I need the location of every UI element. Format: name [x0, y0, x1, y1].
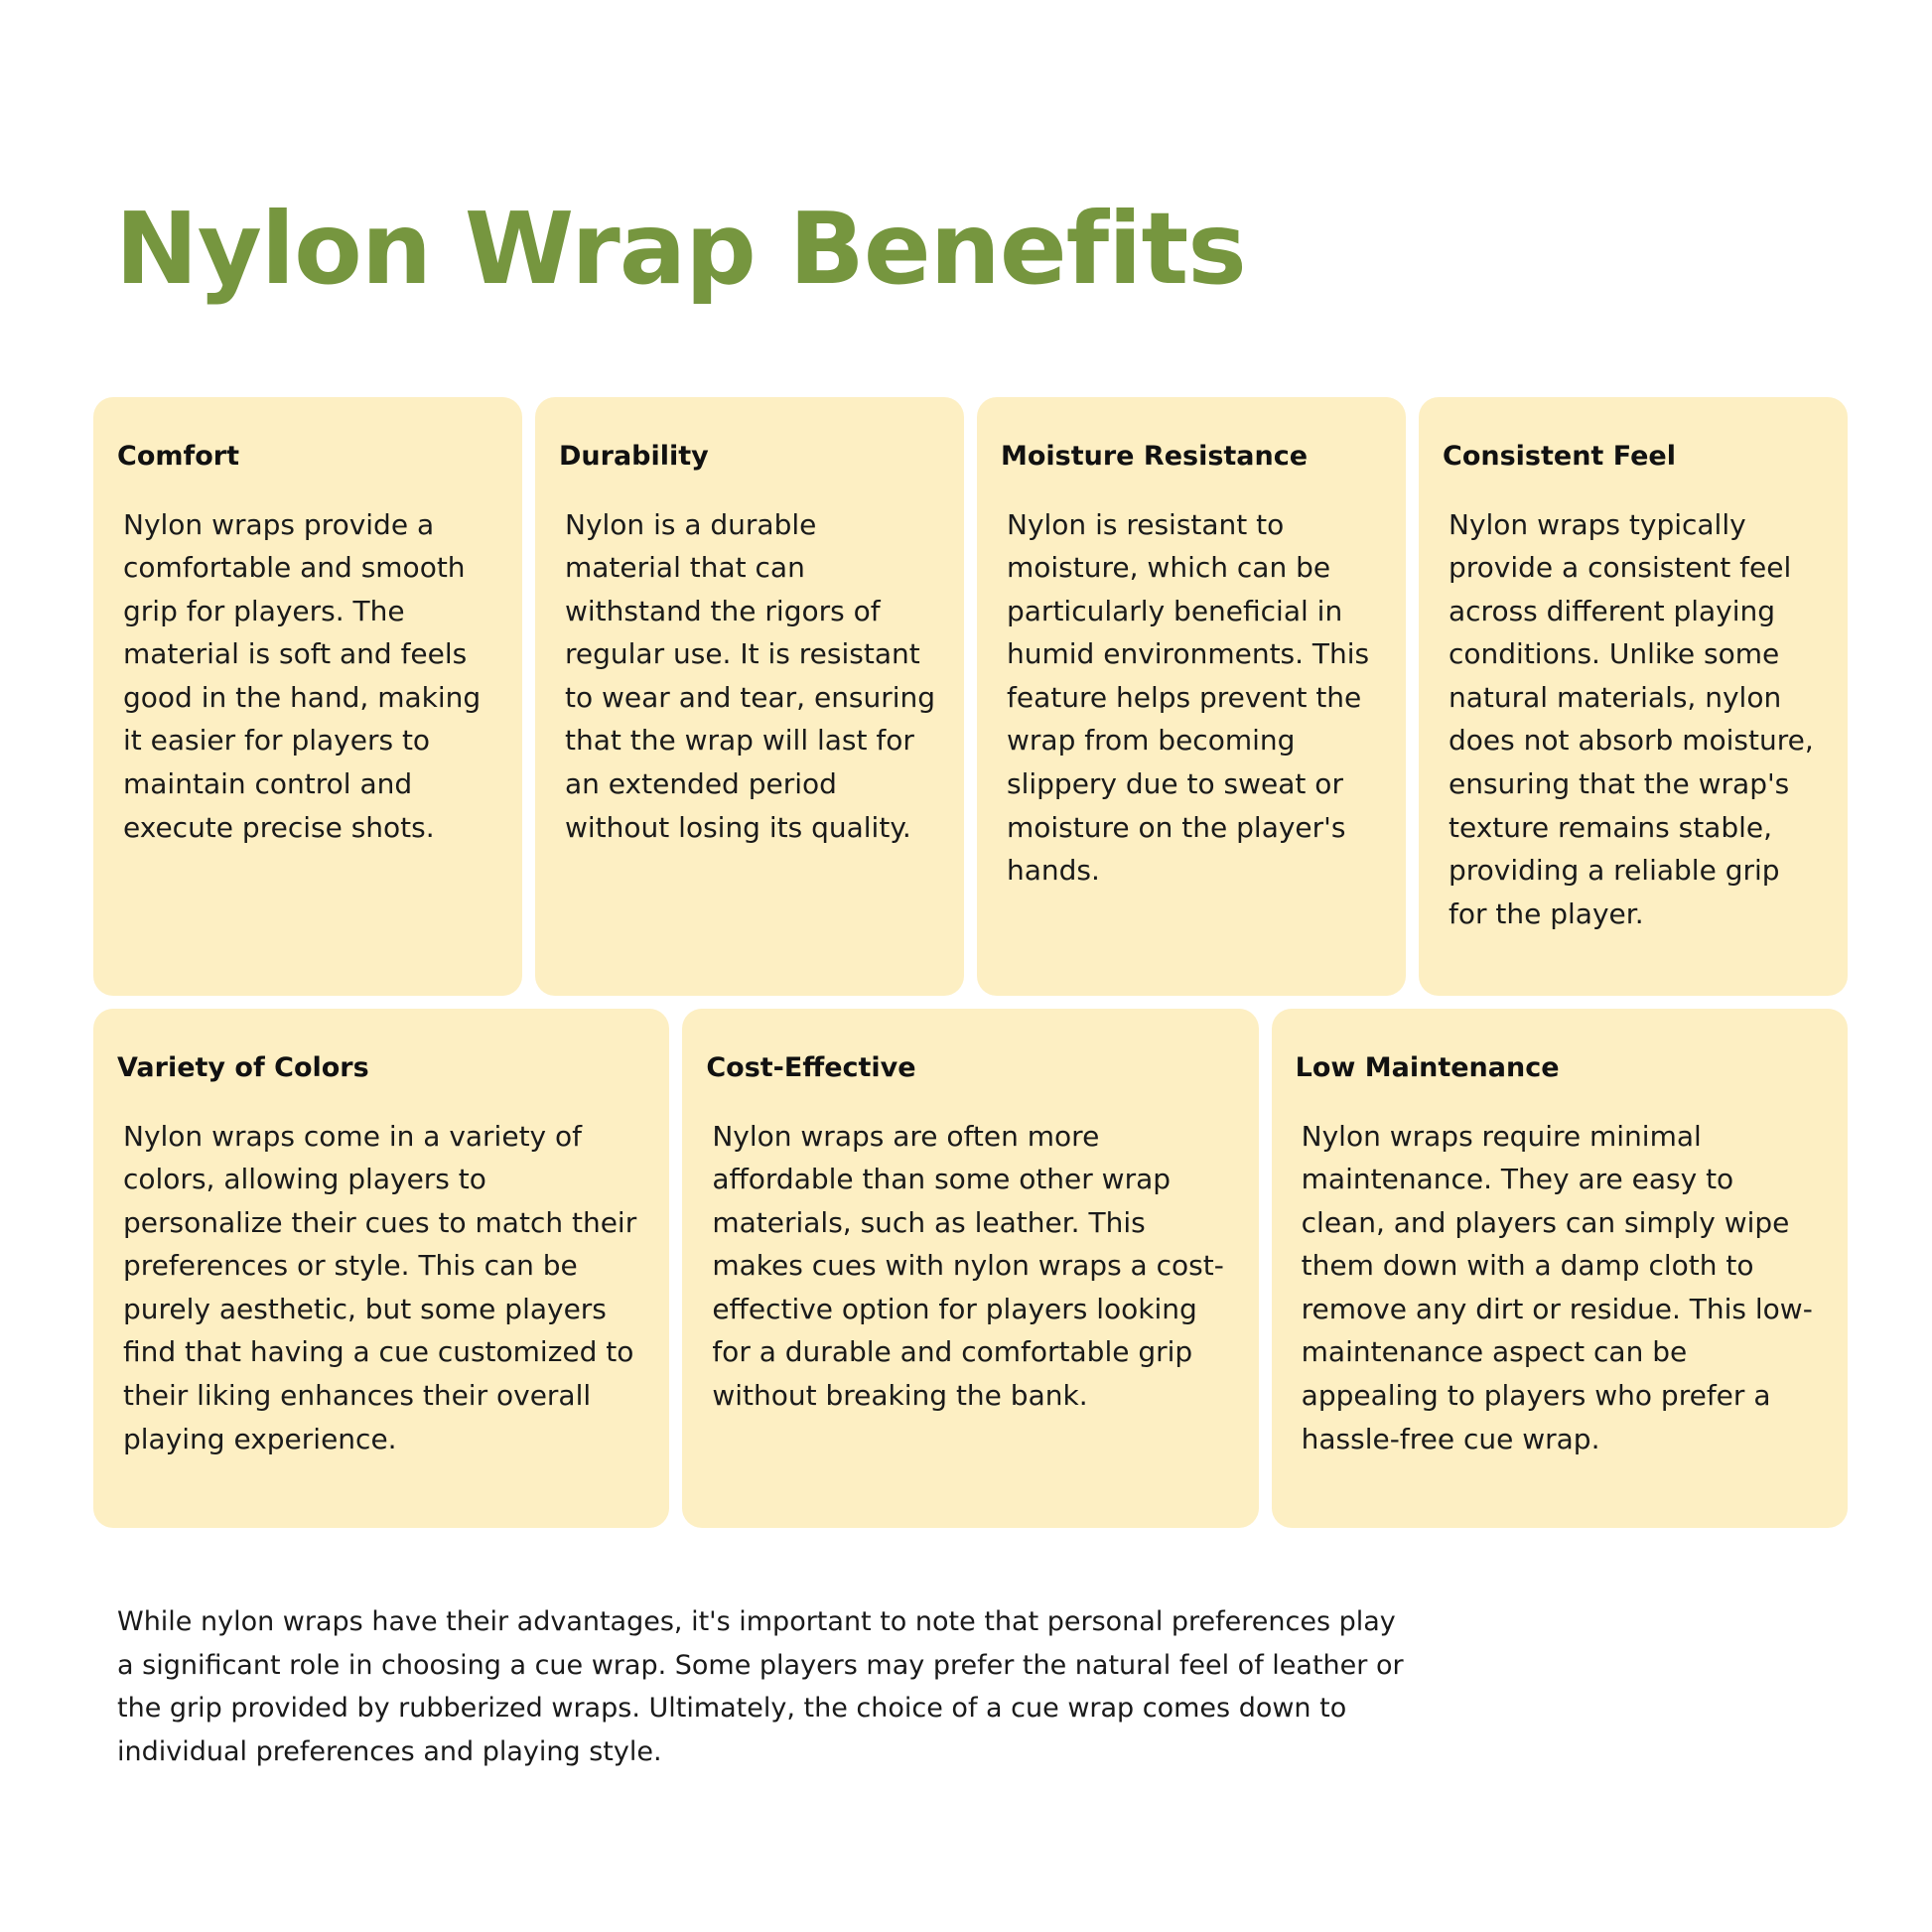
benefit-card-low-maintenance: Low Maintenance Nylon wraps require mini… — [1271, 1009, 1848, 1528]
card-heading: Low Maintenance — [1295, 1052, 1560, 1083]
benefit-card-consistent-feel: Consistent Feel Nylon wraps typically pr… — [1419, 397, 1848, 996]
benefit-card-moisture-resistance: Moisture Resistance Nylon is resistant t… — [977, 397, 1406, 996]
card-body: Nylon wraps provide a comfortable and sm… — [123, 507, 482, 844]
benefits-row-2: Variety of Colors Nylon wraps come in a … — [93, 1009, 1848, 1528]
page-title: Nylon Wrap Benefits — [115, 191, 1247, 307]
card-heading: Cost-Effective — [706, 1052, 916, 1083]
footer-note: While nylon wraps have their advantages,… — [117, 1606, 1404, 1767]
card-heading: Moisture Resistance — [1001, 441, 1309, 472]
card-body: Nylon wraps come in a variety of colors,… — [123, 1119, 637, 1455]
benefit-card-cost-effective: Cost-Effective Nylon wraps are often mor… — [682, 1009, 1259, 1528]
benefits-row-1: Comfort Nylon wraps provide a comfortabl… — [93, 397, 1848, 996]
card-heading: Variety of Colors — [117, 1052, 369, 1083]
card-body: Nylon is a durable material that can wit… — [565, 507, 936, 844]
benefit-card-comfort: Comfort Nylon wraps provide a comfortabl… — [93, 397, 522, 996]
benefit-card-durability: Durability Nylon is a durable material t… — [535, 397, 964, 996]
card-heading: Durability — [559, 441, 709, 472]
benefit-card-variety-of-colors: Variety of Colors Nylon wraps come in a … — [93, 1009, 670, 1528]
card-body: Nylon wraps require minimal maintenance.… — [1301, 1119, 1813, 1455]
card-heading: Comfort — [117, 441, 240, 472]
card-body: Nylon wraps are often more affordable th… — [712, 1119, 1224, 1413]
card-heading: Consistent Feel — [1443, 441, 1676, 472]
card-body: Nylon wraps typically provide a consiste… — [1449, 507, 1814, 930]
card-body: Nylon is resistant to moisture, which ca… — [1007, 507, 1370, 888]
